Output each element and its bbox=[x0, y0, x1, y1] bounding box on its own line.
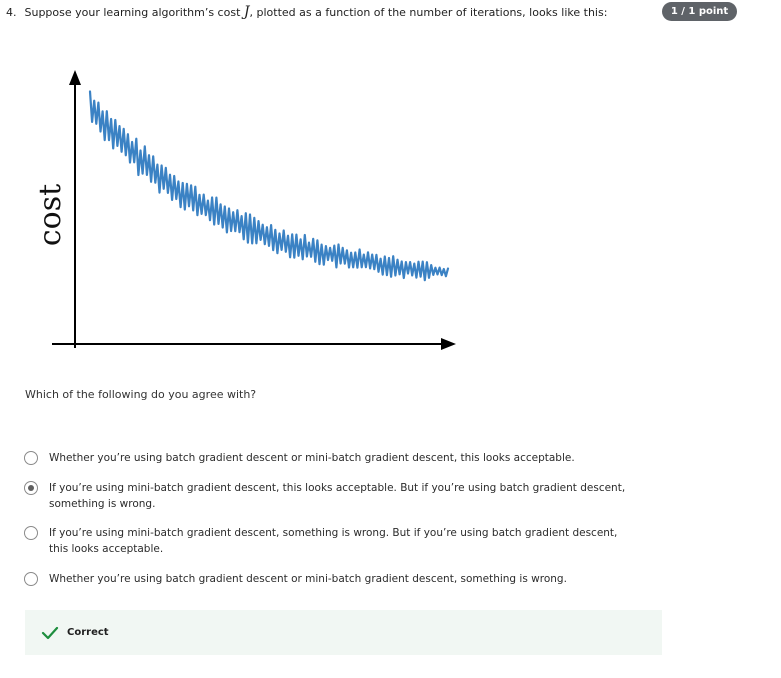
option-1[interactable]: Whether you’re using batch gradient desc… bbox=[24, 450, 639, 466]
question-text: 4. Suppose your learning algorithm’s cost… bbox=[6, 4, 607, 20]
option-1-label: Whether you’re using batch gradient desc… bbox=[49, 452, 575, 464]
cost-plot-figure: cost bbox=[30, 65, 470, 365]
option-4[interactable]: Whether you’re using batch gradient desc… bbox=[24, 571, 639, 587]
feedback-banner: Correct bbox=[25, 610, 662, 655]
feedback-label: Correct bbox=[67, 627, 109, 638]
option-2-label: If you’re using mini-batch gradient desc… bbox=[49, 482, 626, 510]
cost-curve-line bbox=[88, 90, 450, 282]
cost-plot: cost bbox=[33, 70, 456, 350]
option-2[interactable]: If you’re using mini-batch gradient desc… bbox=[24, 480, 639, 512]
option-3[interactable]: If you’re using mini-batch gradient desc… bbox=[24, 525, 639, 557]
y-axis-arrow-icon bbox=[69, 70, 81, 85]
y-axis-label: cost bbox=[33, 184, 68, 246]
score-badge: 1 / 1 point bbox=[662, 2, 737, 21]
question-text-after: , plotted as a function of the number of… bbox=[249, 6, 608, 19]
check-icon bbox=[41, 626, 59, 639]
option-3-label: If you’re using mini-batch gradient desc… bbox=[49, 527, 618, 555]
prompt-text: Which of the following do you agree with… bbox=[25, 388, 257, 401]
option-4-label: Whether you’re using batch gradient desc… bbox=[49, 573, 567, 585]
radio-option-2[interactable] bbox=[24, 481, 38, 495]
radio-option-1[interactable] bbox=[24, 451, 38, 465]
question-text-before: Suppose your learning algorithm’s cost bbox=[24, 6, 241, 19]
math-symbol-j: J bbox=[243, 4, 250, 20]
radio-option-4[interactable] bbox=[24, 572, 38, 586]
radio-option-3[interactable] bbox=[24, 526, 38, 540]
x-axis-arrow-icon bbox=[441, 338, 456, 350]
question-number: 4. bbox=[6, 6, 17, 19]
